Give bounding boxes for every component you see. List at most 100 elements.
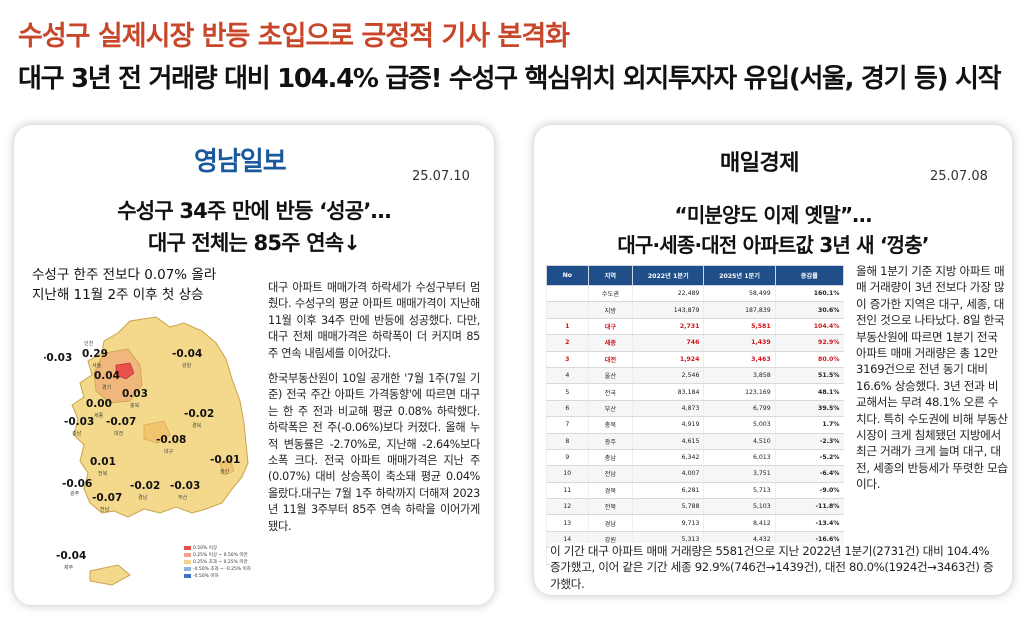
map-label-gwangju: -0.06: [62, 478, 92, 490]
table-cell: 2,546: [632, 367, 704, 385]
table-cell: 6,799: [703, 400, 776, 418]
table-cell: -11.8%: [774, 498, 844, 516]
table-cell: -9.0%: [774, 482, 844, 500]
table-row: 4 울산 2,546 3,858 51.5%: [546, 367, 844, 385]
table-cell: 지방: [587, 301, 633, 319]
region-name-chungnam: 충남: [72, 430, 82, 437]
region-name-sejong: 세종: [94, 412, 104, 419]
article-headline-line2: 대구 전체는 85주 연속↓: [147, 231, 361, 255]
table-cell: 5: [546, 383, 589, 401]
legend-item: 0.25% 초과 ~ 0.25% 미만: [184, 559, 251, 566]
table-cell: 수도권: [587, 285, 633, 303]
table-row: 3 대전 1,924 3,463 80.0%: [546, 351, 844, 368]
region-name-daejeon: 대전: [114, 430, 124, 437]
table-cell: 전국: [587, 383, 633, 401]
table-cell: 6: [546, 400, 589, 418]
map-label-incheon: -0.03: [44, 352, 72, 364]
region-name-jeju: 제주: [64, 564, 74, 571]
table-cell: 3,751: [703, 465, 776, 483]
table-header-cell: 지역: [587, 265, 634, 286]
trade-volume-table: No 지역 2022년 1분기 2025년 1분기 증감률 수도권 22,489 58,49…: [546, 265, 845, 565]
region-name-ulsan: 울산: [220, 468, 230, 475]
article-side-text: 올해 1분기 기준 지방 아파트 매매 거래량이 3년 전보다 가장 많이 증가…: [856, 264, 1008, 492]
region-name-gyeongnam: 경남: [138, 494, 148, 501]
article-body: 대구 아파트 매매가격 하락세가 수성구부터 멈췄다. 수성구의 평균 아파트 …: [268, 280, 480, 535]
article-caption-text: 이 기간 대구 아파트 매매 거래량은 5581건으로 지난 2022년 1분기…: [550, 543, 998, 593]
table-cell: 8: [546, 433, 589, 450]
map-label-chungnam: -0.03: [64, 416, 94, 428]
region-name-incheon: 인천: [84, 340, 94, 347]
table-cell: 80.0%: [774, 351, 844, 368]
region-name-seoul: 서울: [92, 362, 102, 369]
table-cell: 5,103: [703, 498, 776, 516]
table-row: 1 대구 2,731 5,581 104.4%: [546, 318, 844, 336]
article-subheading: 수성구 한주 전보다 0.07% 올라 지난해 11월 2주 이후 첫 상승: [32, 265, 216, 305]
article-headline-line2: 대구·세종·대전 아파트값 3년 새 ‘껑충’: [617, 233, 929, 257]
table-row: 2 세종 746 1,439 92.9%: [546, 334, 844, 352]
region-name-gyeongbuk: 경북: [192, 422, 202, 429]
table-cell: 39.5%: [774, 400, 844, 418]
table-header-row: No 지역 2022년 1분기 2025년 1분기 증감률: [546, 265, 845, 286]
table-cell: 경남: [587, 514, 633, 532]
region-name-gyeonggi: 경기: [102, 384, 111, 391]
legend-swatch: [184, 573, 191, 578]
region-name-jeonbuk: 전북: [98, 470, 108, 477]
map-label-seoul: 0.29: [82, 348, 108, 360]
daegu-region: [143, 420, 171, 444]
table-header-cell: 2025년 1분기: [703, 265, 776, 286]
region-name-gwangju: 광주: [70, 490, 80, 497]
jeju-region: [89, 564, 131, 586]
table-cell: 9: [546, 449, 589, 467]
article-card-maeil: 매일경제 25.07.08 “미분양도 이제 옛말”… 대구·세종·대전 아파트…: [534, 125, 1012, 595]
table-cell: 187,839: [703, 301, 776, 319]
table-cell: 광주: [587, 433, 633, 450]
article-paragraph-2: 한국부동산원이 10일 공개한 '7월 1주(7일 기준) 전국 주간 아파트 …: [268, 372, 480, 533]
table-cell: 13: [546, 514, 589, 532]
table-cell: 92.9%: [774, 334, 844, 352]
table-cell: 2,731: [632, 318, 704, 336]
table-row: 수도권 22,489 58,499 160.1%: [546, 285, 844, 303]
table-cell: 4,873: [632, 400, 704, 418]
table-cell: 전북: [587, 498, 633, 516]
table-cell: [546, 285, 589, 303]
table-cell: 4,510: [703, 433, 776, 450]
map-label-gyeongbuk: -0.02: [184, 408, 214, 420]
map-label-jeju: -0.04: [56, 550, 86, 562]
table-row: 9 충남 6,342 6,013 -5.2%: [546, 449, 844, 467]
table-row: 7 충북 4,919 5,003 1.7%: [546, 416, 844, 434]
article-headline-line1: “미분양도 이제 옛말”…: [674, 203, 872, 227]
table-cell: -13.4%: [774, 514, 844, 532]
table-cell: [546, 301, 589, 319]
table-cell: 3,463: [703, 351, 776, 368]
table-cell: 58,499: [703, 285, 776, 303]
table-cell: 51.5%: [774, 367, 844, 385]
table-cell: 11: [546, 482, 589, 500]
table-cell: 5,003: [703, 416, 776, 434]
region-name-daegu: 대구: [164, 448, 174, 455]
legend-swatch: [184, 552, 191, 557]
region-name-chungbuk: 충북: [130, 402, 140, 409]
legend-swatch: [184, 545, 191, 550]
table-cell: 1,439: [703, 334, 776, 352]
legend-item: -0.50% 이하: [184, 573, 251, 580]
subheading-line1: 수성구 한주 전보다 0.07% 올라: [32, 267, 217, 283]
legend-item: 0.50% 이상: [184, 545, 251, 552]
table-cell: 9,713: [632, 514, 704, 532]
table-header-cell: 증감률: [774, 265, 845, 286]
table-cell: 83,184: [632, 383, 704, 401]
korea-price-change-map: -0.03 0.29 0.04 -0.04 0.03 0.00 -0.03 -0…: [44, 316, 249, 586]
table-row: 6 부산 4,873 6,799 39.5%: [546, 400, 844, 418]
table-cell: 3,858: [703, 367, 776, 385]
table-row: 11 경북 6,281 5,713 -9.0%: [546, 482, 844, 500]
table-row: 8 광주 4,615 4,510 -2.3%: [546, 433, 844, 450]
table-cell: 2: [546, 334, 589, 352]
table-cell: 5,788: [632, 498, 704, 516]
table-row: 12 전북 5,788 5,103 -11.8%: [546, 498, 844, 516]
table-cell: 1: [546, 318, 589, 336]
newspaper-logo-yeongnam: 영남일보: [194, 147, 287, 177]
map-label-daejeon: -0.07: [106, 416, 136, 428]
map-label-daegu: -0.08: [156, 434, 186, 446]
table-row: 10 전남 4,007 3,751 -6.4%: [546, 465, 844, 483]
map-label-jeonbuk: 0.01: [90, 456, 116, 468]
table-cell: 4,919: [632, 416, 704, 434]
